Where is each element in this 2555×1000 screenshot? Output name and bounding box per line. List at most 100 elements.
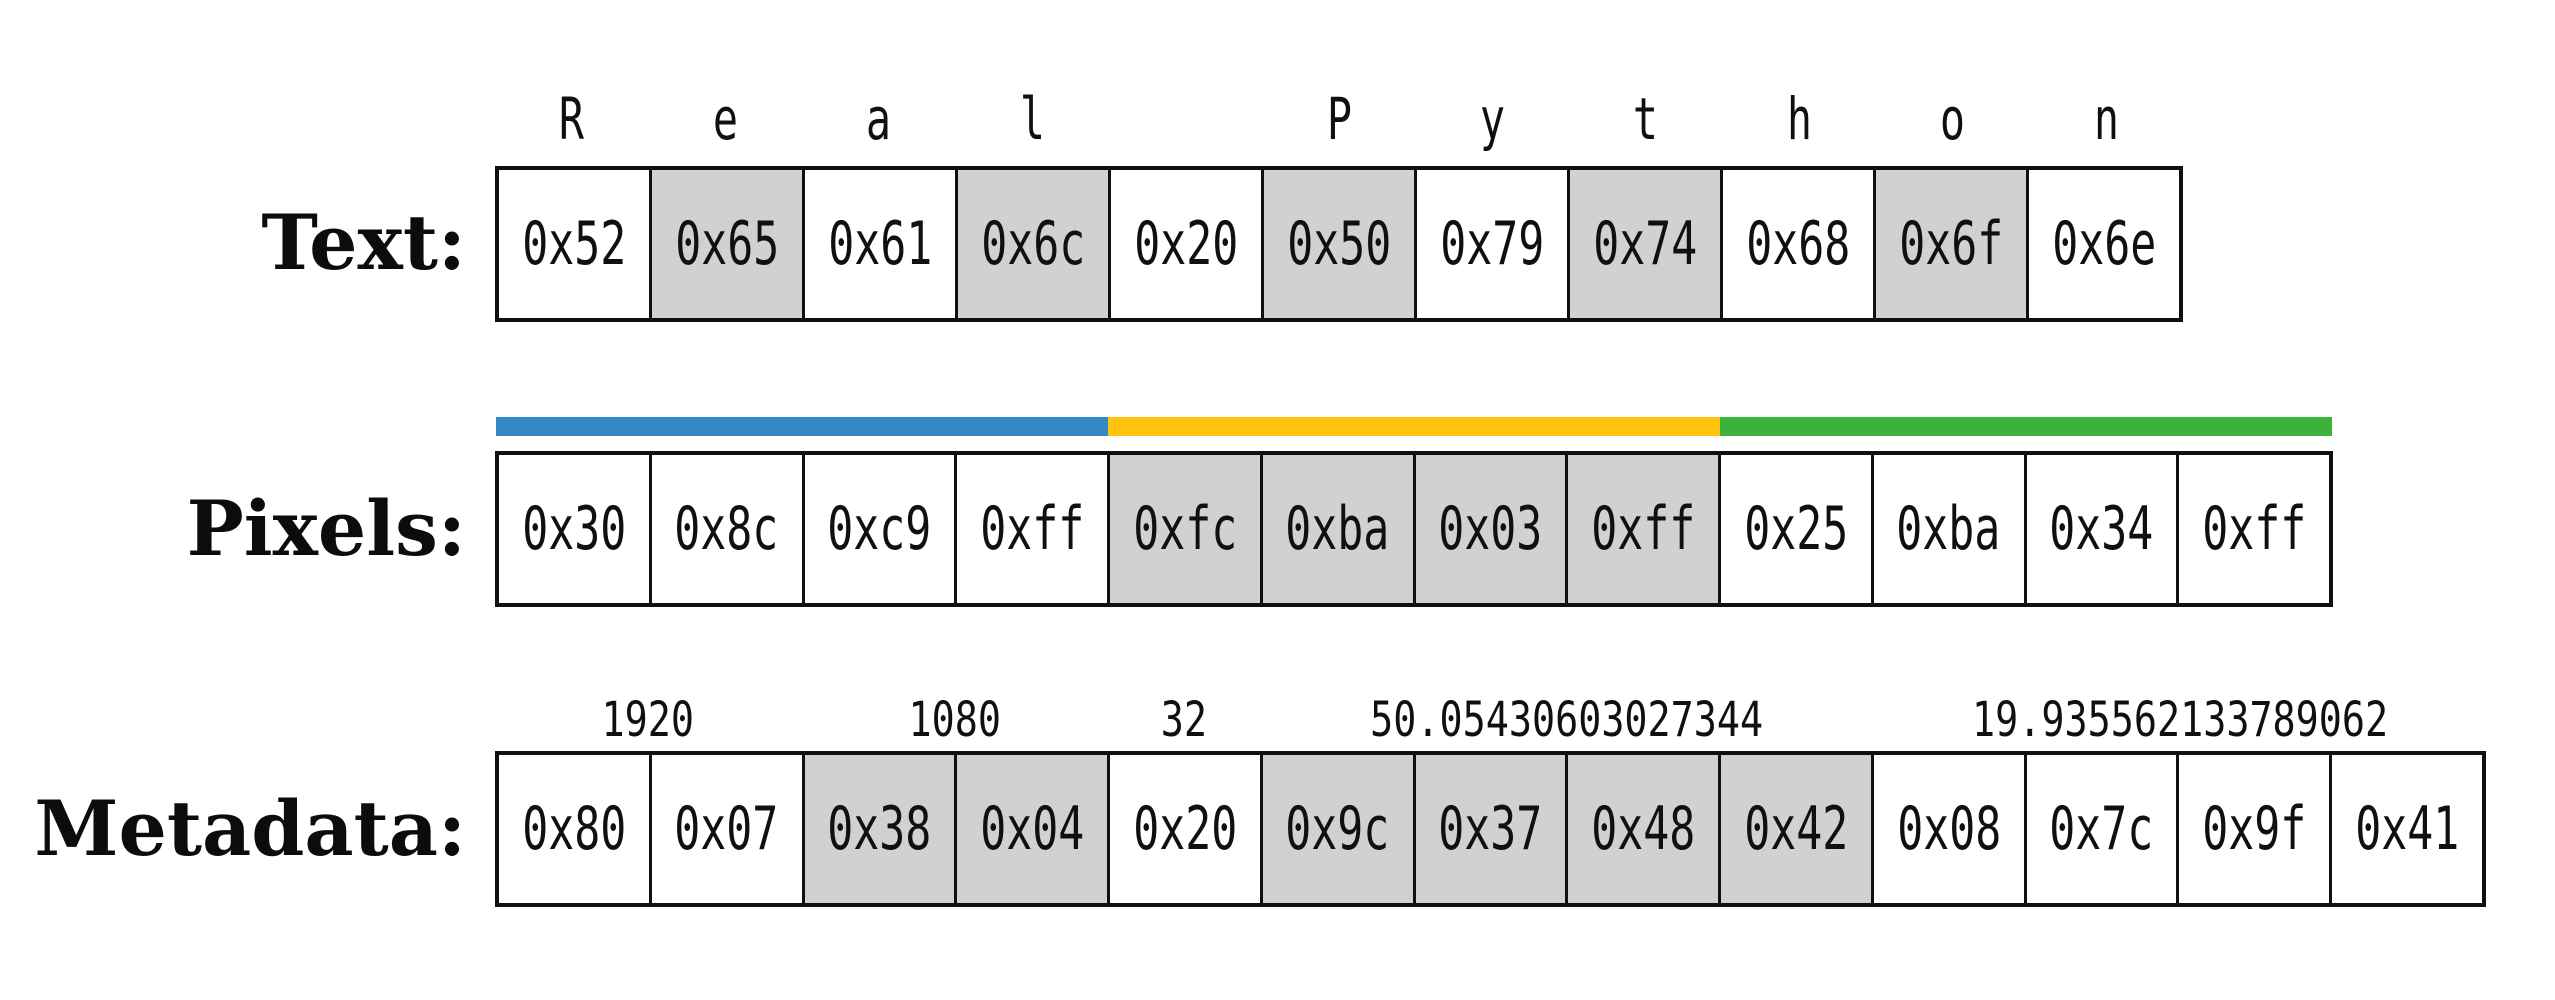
char-label-cell: l bbox=[955, 85, 1108, 153]
char-label: l bbox=[1019, 85, 1045, 153]
byte-value: 0xff bbox=[980, 494, 1085, 564]
metadata-byte-cell: 0x7c bbox=[2023, 755, 2177, 903]
metadata-value-group: 32 bbox=[1108, 686, 1261, 744]
metadata-value-label: 1920 bbox=[601, 692, 695, 748]
metadata-byte-cell: 0x41 bbox=[2329, 755, 2482, 903]
text-byte-row: 0x52 0x65 0x61 0x6c 0x20 0x50 0x79 0x74 0x68 0x6f… bbox=[495, 166, 2183, 322]
char-label-cell: R bbox=[495, 90, 648, 148]
byte-value: 0x48 bbox=[1591, 794, 1696, 864]
pixel-byte-cell: 0xff bbox=[2176, 455, 2329, 603]
char-label: n bbox=[2093, 85, 2119, 153]
pixel-byte-cell: 0xfc bbox=[1107, 455, 1260, 603]
metadata-byte-cell: 0x9c bbox=[1259, 755, 1413, 903]
text-byte-cell: 0x74 bbox=[1567, 170, 1720, 318]
char-label-cell: e bbox=[648, 85, 801, 153]
metadata-byte-cell: 0x48 bbox=[1565, 755, 1719, 903]
pixels-row-label: Pixels: bbox=[186, 484, 466, 573]
text-byte-cell: 0x50 bbox=[1261, 170, 1414, 318]
byte-value: 0xff bbox=[1591, 494, 1696, 564]
metadata-byte-cell: 0x9f bbox=[2176, 755, 2330, 903]
byte-value: 0x79 bbox=[1439, 209, 1545, 279]
byte-value: 0xba bbox=[1896, 494, 2001, 564]
byte-value: 0x42 bbox=[1743, 794, 1849, 864]
pixel-byte-cell: 0x34 bbox=[2023, 455, 2177, 603]
byte-value: 0xc9 bbox=[827, 494, 932, 564]
char-label-cell: P bbox=[1262, 85, 1415, 153]
byte-value: 0x38 bbox=[827, 794, 932, 864]
byte-value: 0x7c bbox=[2049, 794, 2154, 864]
text-byte-cell: 0x6c bbox=[955, 170, 1108, 318]
byte-value: 0x74 bbox=[1592, 209, 1698, 279]
byte-value: 0x20 bbox=[1133, 209, 1239, 279]
text-byte-cell: 0x61 bbox=[802, 170, 955, 318]
metadata-byte-cell: 0x07 bbox=[648, 755, 802, 903]
byte-value: 0x25 bbox=[1743, 494, 1848, 564]
byte-value: 0x03 bbox=[1438, 494, 1543, 564]
pixel-byte-cell: 0xff bbox=[1565, 455, 1718, 603]
metadata-byte-cell: 0x37 bbox=[1412, 755, 1566, 903]
metadata-value-group: 19.935562133789062 bbox=[1873, 686, 2486, 744]
char-label-cell: a bbox=[802, 85, 955, 153]
bar-segment-pixel-3-green bbox=[1720, 417, 2332, 436]
char-label-cell: o bbox=[1876, 85, 2029, 153]
metadata-value-group: 1080 bbox=[801, 686, 1107, 744]
text-byte-cell: 0x65 bbox=[649, 170, 802, 318]
pixel-byte-cell: 0x25 bbox=[1718, 455, 1871, 603]
metadata-value-group: 50.05430603027344 bbox=[1261, 686, 1874, 744]
byte-value: 0x41 bbox=[2355, 794, 2460, 864]
byte-value: 0x9c bbox=[1285, 794, 1390, 864]
pixel-byte-cell: 0xff bbox=[954, 455, 1107, 603]
char-label-cell: y bbox=[1416, 90, 1569, 148]
char-label-cell: t bbox=[1569, 85, 1722, 153]
byte-value: 0xff bbox=[2202, 494, 2307, 564]
byte-value: 0x9f bbox=[2202, 794, 2307, 864]
metadata-value-group: 1920 bbox=[495, 686, 801, 744]
metadata-byte-cell: 0x04 bbox=[954, 755, 1108, 903]
metadata-value-label: 32 bbox=[1161, 692, 1208, 748]
metadata-byte-cell: 0x38 bbox=[801, 755, 955, 903]
metadata-value-labels: 1920 1080 32 50.05430603027344 19.9355621337… bbox=[495, 686, 2486, 744]
char-label: e bbox=[712, 85, 738, 153]
metadata-byte-cell: 0x42 bbox=[1718, 755, 1871, 903]
byte-value: 0x08 bbox=[1896, 794, 2001, 864]
byte-value: 0x50 bbox=[1286, 209, 1392, 279]
byte-value: 0x80 bbox=[521, 794, 626, 864]
metadata-byte-row: 0x80 0x07 0x38 0x04 0x20 0x9c 0x37 0x48 0x42 0x08… bbox=[495, 751, 2486, 907]
byte-value: 0x6c bbox=[980, 209, 1086, 279]
pixel-byte-cell: 0xba bbox=[1870, 455, 2024, 603]
byte-value: 0x65 bbox=[674, 209, 780, 279]
byte-value: 0x68 bbox=[1745, 209, 1851, 279]
metadata-value-label: 50.05430603027344 bbox=[1370, 692, 1764, 748]
pixel-byte-cell: 0x8c bbox=[648, 455, 802, 603]
byte-value: 0x20 bbox=[1132, 794, 1237, 864]
byte-value: 0x30 bbox=[521, 494, 626, 564]
text-byte-cell: 0x6f bbox=[1873, 170, 2026, 318]
text-byte-cell: 0x20 bbox=[1108, 170, 1261, 318]
pixel-byte-cell: 0xc9 bbox=[801, 455, 955, 603]
metadata-byte-cell: 0x08 bbox=[1870, 755, 2024, 903]
char-label-cell: h bbox=[1723, 85, 1876, 153]
text-byte-cell: 0x52 bbox=[499, 170, 649, 318]
pixel-color-bar bbox=[496, 417, 2332, 436]
pixel-byte-cell: 0x30 bbox=[499, 455, 649, 603]
char-label: P bbox=[1326, 85, 1352, 153]
byte-value: 0xfc bbox=[1132, 494, 1237, 564]
char-label: h bbox=[1786, 85, 1812, 153]
text-byte-cell: 0x79 bbox=[1414, 170, 1567, 318]
byte-value: 0x52 bbox=[521, 209, 627, 279]
char-label: a bbox=[866, 85, 892, 153]
metadata-row-label: Metadata: bbox=[34, 784, 466, 873]
char-label: t bbox=[1633, 85, 1659, 153]
byte-value: 0x34 bbox=[2049, 494, 2154, 564]
char-label-cell: n bbox=[2030, 85, 2183, 153]
text-byte-cell: 0x6e bbox=[2026, 170, 2179, 318]
pixels-byte-row: 0x30 0x8c 0xc9 0xff 0xfc 0xba 0x03 0xff 0x25 0xba… bbox=[495, 451, 2333, 607]
metadata-value-label: 1080 bbox=[908, 692, 1001, 748]
metadata-byte-cell: 0x80 bbox=[499, 755, 649, 903]
byte-value: 0x04 bbox=[980, 794, 1085, 864]
byte-value: 0xba bbox=[1285, 494, 1390, 564]
byte-value: 0x07 bbox=[674, 794, 779, 864]
char-label: o bbox=[1940, 85, 1966, 153]
